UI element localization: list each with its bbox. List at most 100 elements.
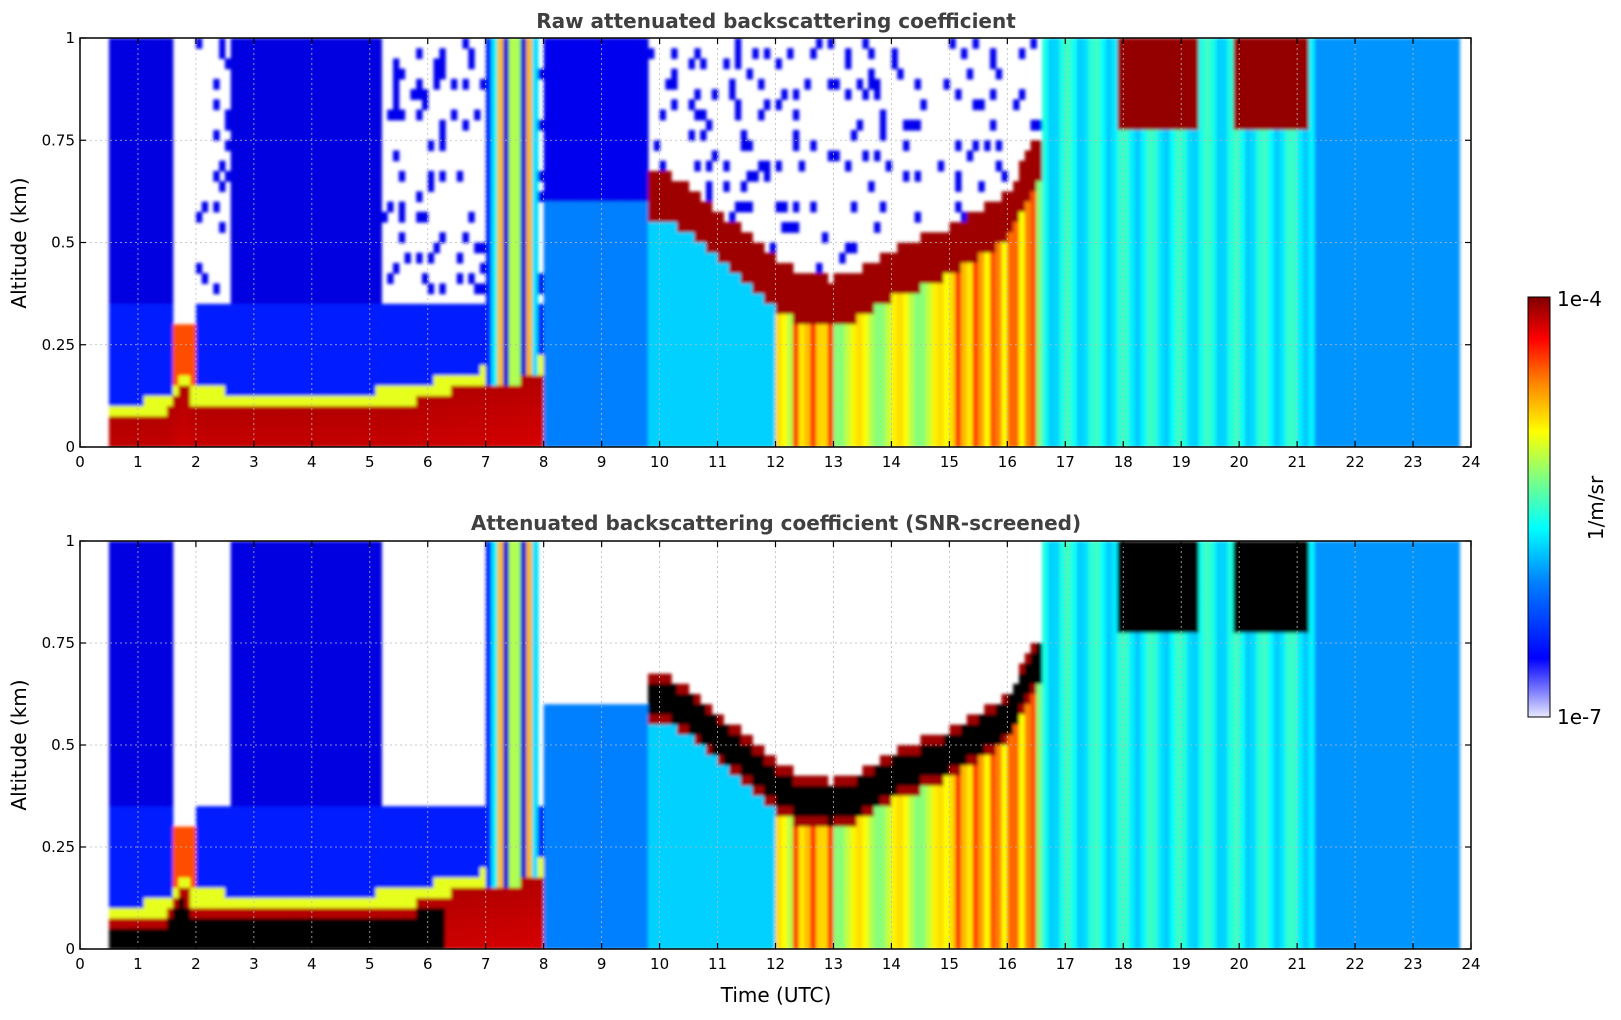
heatmap-cell (271, 303, 278, 315)
heatmap-cell (416, 211, 423, 223)
heatmap-cell (364, 109, 371, 121)
heatmap-cell (543, 395, 551, 407)
heatmap-cell (943, 365, 950, 377)
heatmap-cell (508, 262, 516, 274)
heatmap-cell (810, 201, 817, 213)
heatmap-cell (410, 436, 417, 447)
heatmap-cell (294, 232, 301, 244)
heatmap-cell (1042, 273, 1049, 284)
heatmap-cell (676, 201, 684, 213)
heatmap-cell (364, 375, 371, 387)
heatmap-cell (137, 375, 145, 387)
heatmap-cell (439, 426, 446, 438)
heatmap-cell (671, 78, 678, 90)
heatmap-cell (161, 38, 168, 49)
heatmap-cell (132, 395, 139, 407)
heatmap-cell (642, 211, 649, 223)
heatmap-cell (143, 48, 151, 60)
heatmap-cell (549, 242, 556, 254)
heatmap-cell (955, 283, 962, 295)
heatmap-cell (885, 426, 893, 438)
heatmap-cell (375, 262, 382, 274)
heatmap-cell (955, 170, 962, 182)
heatmap-cell (108, 273, 116, 284)
heatmap-cell (346, 273, 354, 284)
heatmap-cell (578, 395, 585, 407)
heatmap-cell (508, 252, 516, 264)
heatmap-cell (143, 436, 151, 447)
heatmap-cell (827, 324, 835, 336)
heatmap-cell (421, 365, 429, 377)
heatmap-cell (329, 68, 336, 80)
heatmap-cell (584, 232, 591, 244)
heatmap-cell (665, 334, 672, 346)
heatmap-cell (984, 324, 991, 336)
heatmap-cell (937, 242, 945, 254)
heatmap-cell (561, 324, 568, 336)
heatmap-cell (845, 89, 852, 100)
heatmap-cell (543, 140, 551, 152)
heatmap-cell (630, 99, 637, 111)
heatmap-cell (665, 273, 672, 284)
heatmap-cell (891, 303, 898, 315)
heatmap-cell (543, 344, 551, 356)
heatmap-cell (369, 150, 377, 162)
heatmap-cell (642, 170, 649, 182)
heatmap-cell (497, 242, 504, 254)
heatmap-cell (439, 395, 446, 407)
heatmap-cell (949, 436, 956, 447)
heatmap-cell (155, 314, 162, 325)
heatmap-cell (908, 283, 916, 295)
heatmap-cell (694, 211, 701, 223)
heatmap-cell (1024, 222, 1032, 233)
heatmap-cell (1018, 242, 1026, 254)
heatmap-cell (120, 354, 127, 366)
heatmap-cell (1013, 324, 1020, 336)
heatmap-cell (329, 78, 336, 90)
heatmap-cell (705, 344, 713, 356)
heatmap-cell (288, 354, 296, 366)
heatmap-cell (920, 273, 927, 284)
heatmap-cell (271, 140, 278, 152)
heatmap-cell (613, 242, 620, 254)
heatmap-cell (775, 58, 782, 70)
heatmap-cell (1059, 252, 1066, 264)
heatmap-cell (1001, 262, 1008, 274)
heatmap-cell (798, 303, 806, 315)
heatmap-cell (543, 89, 551, 100)
heatmap-cell (700, 354, 707, 366)
heatmap-cell (346, 293, 354, 305)
heatmap-cell (311, 324, 319, 336)
heatmap-cell (590, 99, 597, 111)
heatmap-cell (630, 406, 637, 417)
heatmap-cell (352, 150, 359, 162)
heatmap-cell (590, 58, 597, 70)
heatmap-cell (960, 252, 968, 264)
heatmap-cell (723, 262, 730, 274)
heatmap-cell (335, 406, 342, 417)
heatmap-cell (155, 303, 162, 315)
heatmap-cell (155, 354, 162, 366)
heatmap-cell (1082, 89, 1090, 100)
heatmap-cell (288, 395, 296, 407)
heatmap-cell (1047, 99, 1055, 111)
heatmap-cell (155, 293, 162, 305)
heatmap-cell (723, 232, 730, 244)
heatmap-cell (259, 211, 267, 223)
heatmap-cell (798, 160, 806, 172)
heatmap-cell (1018, 232, 1026, 244)
heatmap-cell (595, 293, 603, 305)
heatmap-cell (1065, 119, 1072, 131)
heatmap-cell (340, 78, 348, 90)
heatmap-cell (1053, 89, 1061, 100)
heatmap-cell (282, 150, 290, 162)
heatmap-cell (543, 99, 551, 111)
heatmap-cell (1024, 211, 1032, 223)
heatmap-cell (213, 314, 220, 325)
heatmap-cell (1082, 354, 1090, 366)
heatmap-cell (1030, 283, 1037, 295)
heatmap-cell (874, 314, 881, 325)
heatmap-cell (955, 406, 962, 417)
heatmap-cell (236, 222, 243, 233)
heatmap-cell (317, 140, 325, 152)
